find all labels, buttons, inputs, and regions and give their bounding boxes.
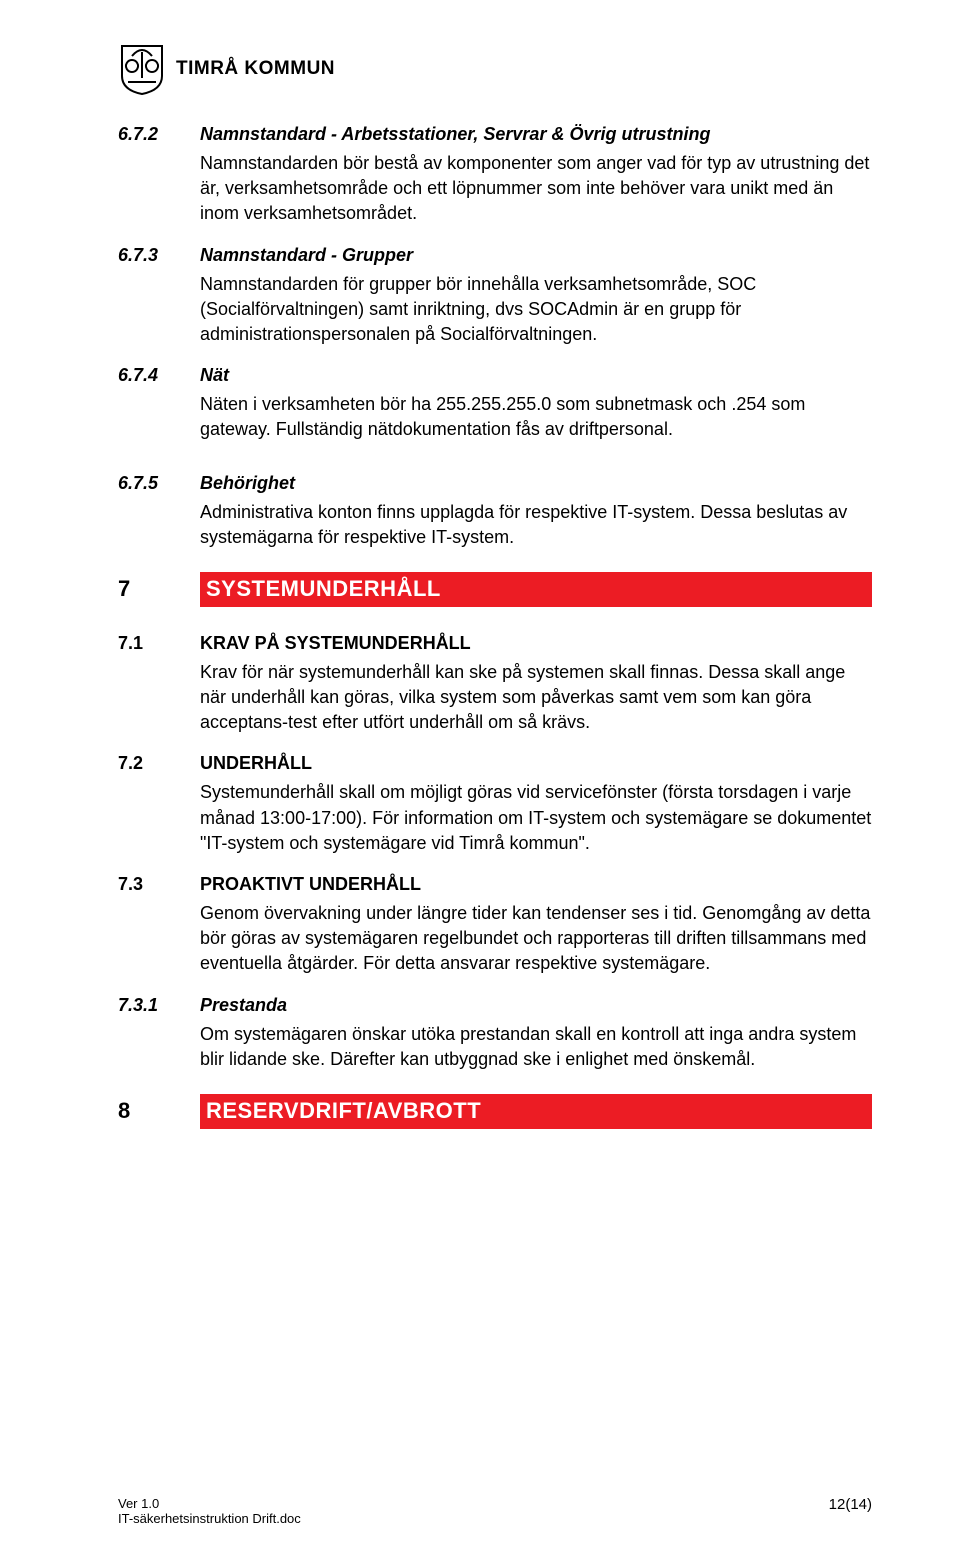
section-7-3-1: 7.3.1 Prestanda Om systemägaren önskar u… [118, 995, 872, 1072]
section-body: Namnstandarden för grupper bör innehålla… [200, 272, 872, 348]
page-footer: Ver 1.0 IT-säkerhetsinstruktion Drift.do… [118, 1496, 872, 1526]
section-body: Administrativa konton finns upplagda för… [200, 500, 872, 550]
section-body: Namnstandarden bör bestå av komponenter … [200, 151, 872, 227]
section-6-7-3: 6.7.3 Namnstandard - Grupper Namnstandar… [118, 245, 872, 348]
footer-version: Ver 1.0 [118, 1496, 301, 1511]
section-8-bar: 8 RESERVDRIFT/AVBROTT [118, 1094, 872, 1129]
org-logo-icon [118, 42, 166, 96]
section-number: 7.3.1 [118, 995, 200, 1016]
section-title: Namnstandard - Arbetsstationer, Servrar … [200, 124, 710, 145]
section-number: 7.3 [118, 874, 200, 895]
page-header: TIMRÅ KOMMUN [118, 42, 872, 96]
footer-filename: IT-säkerhetsinstruktion Drift.doc [118, 1511, 301, 1526]
org-name: TIMRÅ KOMMUN [176, 58, 335, 80]
section-7-1: 7.1 KRAV PÅ SYSTEMUNDERHÅLL Krav för när… [118, 633, 872, 736]
section-7-2: 7.2 UNDERHÅLL Systemunderhåll skall om m… [118, 753, 872, 856]
section-6-7-4: 6.7.4 Nät Näten i verksamheten bör ha 25… [118, 365, 872, 442]
footer-page-number: 12(14) [829, 1496, 872, 1526]
section-title: Namnstandard - Grupper [200, 245, 413, 266]
section-6-7-5: 6.7.5 Behörighet Administrativa konton f… [118, 473, 872, 550]
section-title: Behörighet [200, 473, 295, 494]
section-number: 6.7.3 [118, 245, 200, 266]
section-number: 6.7.2 [118, 124, 200, 145]
section-body: Näten i verksamheten bör ha 255.255.255.… [200, 392, 872, 442]
section-number: 7.2 [118, 753, 200, 774]
section-title: SYSTEMUNDERHÅLL [200, 572, 872, 607]
section-7-3: 7.3 PROAKTIVT UNDERHÅLL Genom övervaknin… [118, 874, 872, 977]
section-body: Krav för när systemunderhåll kan ske på … [200, 660, 872, 736]
section-number: 6.7.4 [118, 365, 200, 386]
section-number: 7.1 [118, 633, 200, 654]
section-title: UNDERHÅLL [200, 753, 312, 774]
section-body: Systemunderhåll skall om möjligt göras v… [200, 780, 872, 856]
section-6-7-2: 6.7.2 Namnstandard - Arbetsstationer, Se… [118, 124, 872, 227]
section-number: 6.7.5 [118, 473, 200, 494]
section-title: Prestanda [200, 995, 287, 1016]
section-title: KRAV PÅ SYSTEMUNDERHÅLL [200, 633, 471, 654]
footer-left: Ver 1.0 IT-säkerhetsinstruktion Drift.do… [118, 1496, 301, 1526]
section-title: RESERVDRIFT/AVBROTT [200, 1094, 872, 1129]
section-number: 7 [118, 576, 200, 602]
section-number: 8 [118, 1098, 200, 1124]
section-body: Genom övervakning under längre tider kan… [200, 901, 872, 977]
section-body: Om systemägaren önskar utöka prestandan … [200, 1022, 872, 1072]
section-title: PROAKTIVT UNDERHÅLL [200, 874, 421, 895]
section-title: Nät [200, 365, 229, 386]
section-7-bar: 7 SYSTEMUNDERHÅLL [118, 572, 872, 607]
